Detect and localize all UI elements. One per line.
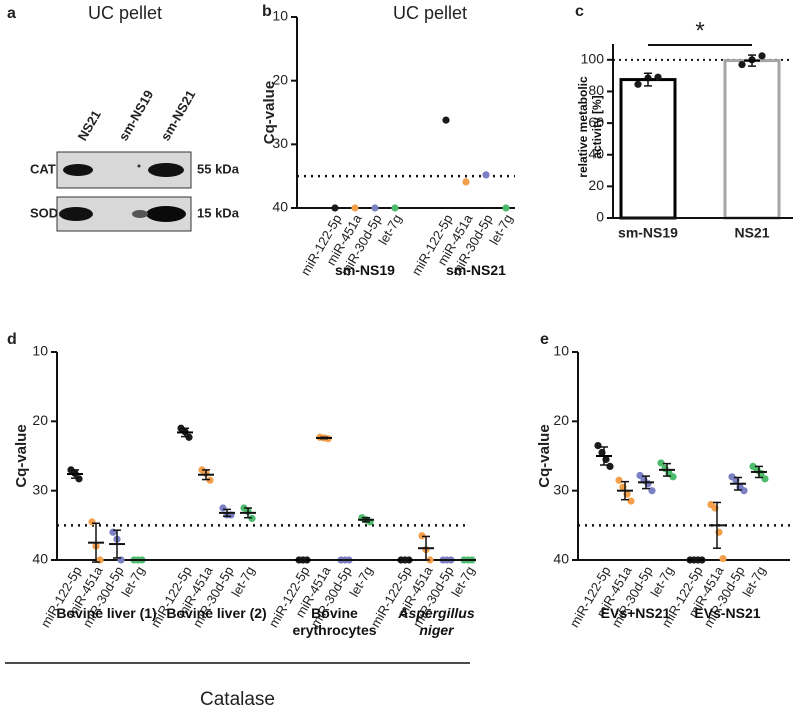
y-tick-label: 40 <box>272 199 288 215</box>
y-tick-label: 40 <box>588 145 604 161</box>
band <box>132 210 148 218</box>
y-tick-label: 10 <box>553 343 569 359</box>
y-tick-label: 10 <box>32 343 48 359</box>
group-label: Aspergillus niger <box>398 605 475 638</box>
y-tick-label: 30 <box>32 481 48 497</box>
band <box>59 207 93 221</box>
lane-label: sm-NS21 <box>158 88 199 144</box>
point <box>669 473 677 481</box>
y-axis-label: relative metabolic activity [%] <box>576 76 604 178</box>
group-label: sm-NS19 <box>335 262 395 278</box>
y-tick-label: 0 <box>596 209 604 225</box>
bar <box>723 59 781 220</box>
group-bracket-label: Catalase <box>200 689 275 710</box>
point <box>627 497 635 505</box>
size-label: 15 kDa <box>197 205 240 220</box>
point <box>502 204 510 212</box>
point <box>594 442 602 450</box>
point <box>219 504 227 512</box>
y-tick-label: 20 <box>272 71 288 87</box>
y-tick-label: 100 <box>581 51 605 67</box>
point <box>636 471 644 480</box>
y-tick-label: 10 <box>272 8 288 24</box>
group-label: sm-NS21 <box>446 262 506 278</box>
point <box>371 204 379 212</box>
point <box>719 555 727 563</box>
band <box>137 164 141 168</box>
row-label: CAT <box>30 161 56 176</box>
band <box>148 163 184 177</box>
group-label: Bovine liver (2) <box>166 605 267 621</box>
point <box>442 116 450 124</box>
point <box>88 518 96 526</box>
point <box>606 462 614 470</box>
row-label: SOD <box>30 205 58 220</box>
band <box>146 206 186 222</box>
y-tick-label: 40 <box>553 551 569 567</box>
point <box>648 487 656 495</box>
group-label: EVs+NS21 <box>600 605 671 621</box>
band <box>63 164 93 176</box>
y-axis-label: Cq-value <box>13 424 30 487</box>
point <box>482 171 490 179</box>
group-label: Bovine erythrocytes <box>292 605 377 638</box>
chart-title: UC pellet <box>393 3 467 23</box>
y-tick-label: 40 <box>32 551 48 567</box>
point <box>331 204 339 212</box>
point <box>391 204 399 212</box>
point <box>615 476 623 484</box>
y-axis-label: Cq-value <box>536 424 553 487</box>
y-tick-label: 20 <box>588 177 604 193</box>
group-label: Bovine liver (1) <box>56 605 157 621</box>
point <box>634 80 642 88</box>
point <box>654 73 662 81</box>
x-tick-label: NS21 <box>734 225 769 241</box>
blot-title: UC pellet <box>88 3 162 23</box>
y-tick-label: 80 <box>588 82 604 98</box>
y-tick-label: 30 <box>272 135 288 151</box>
significance-label: * <box>695 17 704 44</box>
y-axis-label: Cq-value <box>261 81 278 144</box>
point <box>351 204 359 212</box>
size-label: 55 kDa <box>197 161 240 176</box>
point <box>738 60 746 69</box>
lane-label: sm-NS19 <box>116 88 157 144</box>
bar <box>619 78 677 220</box>
y-tick-label: 20 <box>553 412 569 428</box>
point <box>740 487 748 495</box>
panel-letter: b <box>262 3 272 20</box>
lane-label: NS21 <box>75 108 104 144</box>
point <box>462 178 470 186</box>
point <box>761 475 769 483</box>
group-label: EVs-NS21 <box>694 605 761 621</box>
x-tick-label: sm-NS19 <box>618 225 678 241</box>
panel-letter: d <box>7 331 17 348</box>
panel-letter: e <box>540 331 549 348</box>
panel-letter: c <box>575 3 584 20</box>
panel-letter: a <box>7 5 16 22</box>
y-tick-label: 30 <box>553 481 569 497</box>
point <box>758 52 766 60</box>
point <box>657 459 665 467</box>
y-tick-label: 60 <box>588 114 604 130</box>
y-tick-label: 20 <box>32 412 48 428</box>
